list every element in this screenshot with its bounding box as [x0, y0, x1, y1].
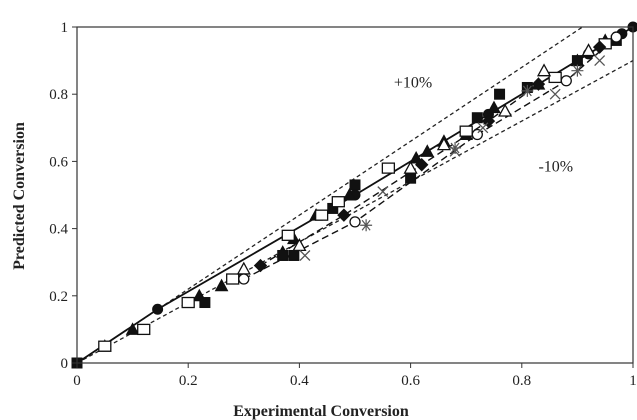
x-tick-label-1: 0.2 [179, 373, 198, 389]
data-point-s4-1 [292, 238, 307, 252]
data-point-s5-4 [610, 31, 622, 43]
data-point-s2-8 [494, 88, 506, 100]
data-point-s2-6 [405, 172, 417, 184]
data-point-s8-1 [449, 141, 462, 154]
data-point-s1-7 [342, 187, 357, 201]
data-point-s2-1 [199, 297, 211, 309]
x-axis: 0 0.2 0.4 0.6 0.8 1 [73, 363, 637, 389]
data-point-s7-4 [549, 88, 561, 100]
plot-area-frame [76, 26, 634, 364]
data-point-s7-3 [477, 122, 489, 134]
data-markers [71, 21, 637, 369]
y-axis-title: Predicted Conversion [11, 122, 28, 270]
data-point-s3-1 [137, 323, 151, 336]
data-point-s6-2 [415, 158, 429, 172]
data-point-s7-0 [299, 250, 311, 261]
x-tick-label-4: 0.8 [512, 373, 531, 389]
y-tick-label-4: 0.8 [49, 87, 68, 103]
data-point-s5-0 [238, 273, 250, 285]
data-point-s3-4 [281, 229, 295, 241]
data-point-s7-5 [594, 55, 606, 67]
x-tick-label-3: 0.6 [401, 373, 420, 389]
x-axis-title: Experimental Conversion [233, 403, 409, 420]
y-tick-label-5: 1 [61, 20, 69, 36]
data-point-s8-3 [571, 64, 584, 77]
x-tick-label-2: 0.4 [290, 373, 309, 389]
data-point-s2-2 [277, 249, 289, 261]
data-point-s5-1 [349, 216, 361, 228]
data-point-s2-7 [471, 112, 483, 124]
y-tick-label-1: 0.2 [49, 289, 68, 305]
y-tick-label-0: 0 [61, 356, 69, 372]
x-tick-label-0: 0 [73, 373, 81, 389]
data-point-s8-2 [521, 84, 534, 97]
data-point-s1-8 [409, 150, 424, 164]
y-tick-label-3: 0.6 [49, 154, 68, 170]
data-point-s6-1 [337, 208, 351, 222]
data-point-s7-1 [377, 186, 389, 198]
data-point-s3-9 [548, 71, 562, 84]
data-point-s1-9 [420, 144, 435, 157]
data-point-s1-3 [214, 278, 229, 292]
annotation-plus-10: +10% [394, 74, 432, 91]
data-point-s3-6 [331, 196, 345, 208]
data-point-s6-5 [592, 40, 607, 54]
data-point-s2-3 [288, 249, 300, 261]
data-point-s4-2 [403, 160, 418, 174]
data-point-s3-3 [226, 273, 240, 285]
data-point-s4-5 [536, 63, 552, 77]
data-point-s1-1 [125, 322, 140, 335]
data-point-s3-7 [381, 162, 396, 174]
data-point-s8-0 [360, 219, 373, 232]
data-point-s4-3 [436, 137, 452, 151]
data-point-s2-5 [349, 179, 361, 191]
y-axis: 0 0.2 0.4 0.6 0.8 1 [49, 20, 77, 372]
data-point-s5-2 [471, 128, 483, 141]
data-point-s5-3 [560, 75, 572, 87]
data-point-s3-0 [98, 340, 112, 352]
data-point-s6-0 [253, 258, 268, 273]
data-point-s3-2 [181, 296, 195, 309]
data-point-s6-3 [481, 114, 496, 128]
data-point-s4-0 [236, 261, 251, 275]
data-point-s3-8 [459, 125, 473, 137]
data-point-s4-4 [498, 103, 513, 117]
data-point-s2-10 [571, 55, 583, 67]
annotation-minus-10: -10% [538, 158, 573, 175]
y-tick-label-2: 0.4 [49, 222, 68, 238]
data-point-s1-12 [487, 100, 501, 114]
data-point-s3-5 [314, 209, 329, 221]
data-point-s6-4 [531, 77, 546, 91]
reference-line-1 [76, 60, 634, 364]
data-point-s4-6 [581, 43, 596, 57]
x-tick-label-5: 1 [629, 373, 637, 389]
data-point-s0-1 [152, 303, 164, 315]
